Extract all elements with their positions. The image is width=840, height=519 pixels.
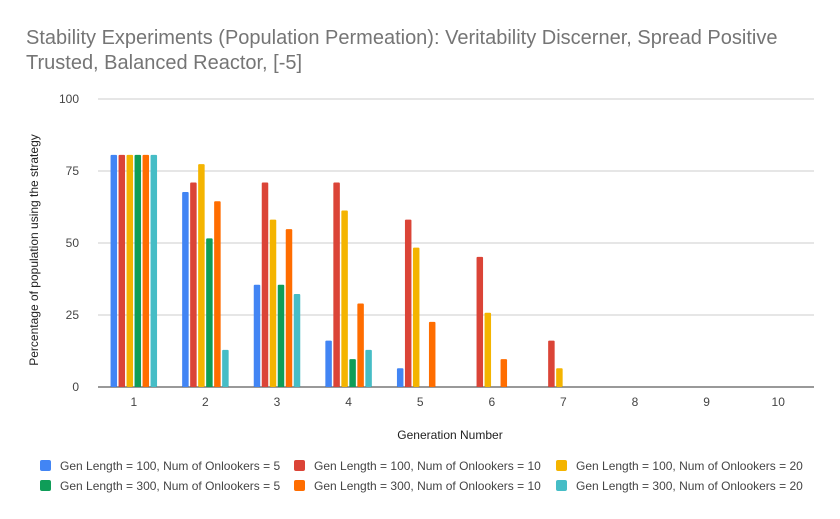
bar [261, 182, 269, 387]
bars [110, 154, 563, 387]
legend-item: Gen Length = 100, Num of Onlookers = 5 [40, 458, 294, 473]
bar [548, 340, 555, 387]
legend-item: Gen Length = 100, Num of Onlookers = 10 [294, 458, 556, 473]
x-tick-label: 8 [632, 395, 639, 409]
legend-item: Gen Length = 100, Num of Onlookers = 20 [556, 458, 816, 473]
legend-item: Gen Length = 300, Num of Onlookers = 10 [294, 478, 556, 493]
legend-label: Gen Length = 100, Num of Onlookers = 5 [60, 458, 281, 473]
bar [277, 284, 285, 387]
y-tick-label: 75 [66, 164, 80, 178]
legend: Gen Length = 100, Num of Onlookers = 5 Ge… [40, 458, 830, 493]
x-tick-label: 3 [274, 395, 281, 409]
y-tick-label: 25 [66, 308, 80, 322]
bar [285, 229, 293, 387]
bar [269, 219, 277, 387]
bar [500, 359, 508, 387]
x-axis-title: Generation Number [397, 428, 502, 442]
bar [126, 154, 134, 387]
legend-swatch [556, 460, 567, 471]
x-tick-label: 4 [345, 395, 352, 409]
bar [357, 303, 364, 387]
bar [198, 164, 205, 387]
bar [365, 349, 372, 387]
x-tick-label: 5 [417, 395, 424, 409]
bar [556, 368, 563, 387]
bar [341, 210, 348, 387]
chart-title: Stability Experiments (Population Permea… [26, 27, 778, 74]
y-tick-label: 0 [72, 380, 79, 394]
legend-swatch [40, 480, 51, 491]
legend-label: Gen Length = 300, Num of Onlookers = 20 [576, 478, 803, 493]
legend-label: Gen Length = 100, Num of Onlookers = 10 [314, 458, 541, 473]
bar [190, 182, 197, 387]
bar [134, 154, 142, 387]
legend-swatch [294, 460, 305, 471]
legend-label: Gen Length = 100, Num of Onlookers = 20 [576, 458, 803, 473]
legend-label: Gen Length = 300, Num of Onlookers = 5 [60, 478, 281, 493]
x-tick-label: 1 [130, 395, 137, 409]
legend-swatch [556, 480, 567, 491]
y-tick-label: 100 [59, 92, 79, 106]
bar [150, 154, 158, 387]
bar [110, 154, 118, 387]
legend-swatch [40, 460, 51, 471]
bar [214, 201, 221, 387]
bar [428, 321, 436, 387]
bar [142, 154, 150, 387]
legend-item: Gen Length = 300, Num of Onlookers = 5 [40, 478, 294, 493]
x-tick-label: 6 [488, 395, 495, 409]
bar [484, 312, 492, 387]
bar [333, 182, 340, 387]
y-tick-label: 50 [66, 236, 80, 250]
bar [476, 256, 484, 387]
bar [412, 247, 420, 387]
legend-label: Gen Length = 300, Num of Onlookers = 10 [314, 478, 541, 493]
bar [118, 154, 126, 387]
bar [222, 349, 229, 387]
x-tick-label: 10 [772, 395, 786, 409]
gridlines [98, 98, 814, 388]
y-axis-title: Percentage of population using the strat… [27, 134, 41, 366]
x-tick-label: 7 [560, 395, 567, 409]
bar [293, 293, 301, 387]
x-tick-label: 2 [202, 395, 209, 409]
bar [182, 192, 189, 387]
bar [349, 359, 356, 387]
legend-swatch [294, 480, 305, 491]
x-tick-label: 9 [703, 395, 710, 409]
bar [396, 368, 404, 387]
legend-item: Gen Length = 300, Num of Onlookers = 20 [556, 478, 816, 493]
bar [206, 238, 213, 387]
bar [253, 284, 261, 387]
bar [325, 340, 332, 387]
bar [404, 219, 412, 387]
y-tick-labels: 0 25 50 75 100 [59, 92, 79, 394]
x-tick-labels: 1 2 3 4 5 6 7 8 9 10 [130, 395, 785, 409]
